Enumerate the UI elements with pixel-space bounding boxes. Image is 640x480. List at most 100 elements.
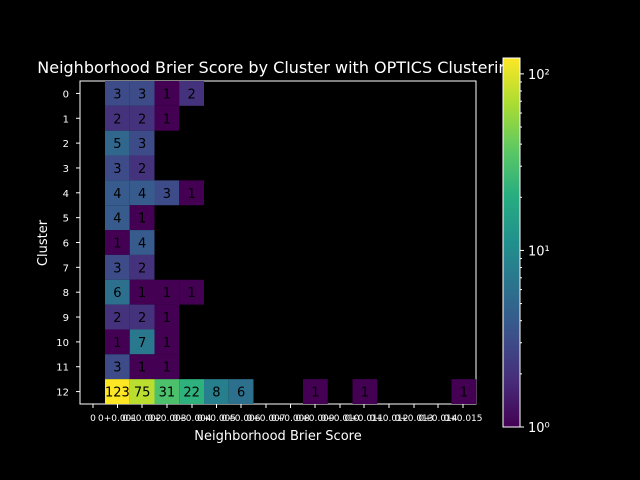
x-axis-ticks: 0 0+0.0010+0.0020+0.0030+0.0040+0.0050+0.… — [90, 404, 483, 424]
cell-value-label: 3 — [138, 87, 146, 102]
x-tick-label: 0+0.001 — [98, 414, 137, 424]
cell-value-label: 1 — [163, 286, 171, 301]
x-tick-label: 0+0.004 — [172, 414, 211, 424]
cell-value-label: 2 — [138, 162, 146, 177]
cell-value-label: 2 — [138, 112, 146, 127]
y-tick-label: 10 — [56, 338, 69, 349]
cell-value-label: 75 — [134, 386, 151, 401]
x-tick-label: 0+0.007 — [246, 414, 285, 424]
heatmap-cell — [154, 105, 180, 131]
cell-value-label: 2 — [138, 261, 146, 276]
cell-value-label: 3 — [163, 187, 171, 202]
x-tick-label: 0+0.008 — [271, 414, 310, 424]
cell-value-label: 1 — [138, 361, 146, 376]
y-tick-label: 12 — [56, 388, 69, 399]
x-tick-label: 0+0.015 — [443, 414, 482, 424]
x-tick-label: 0+0.009 — [295, 414, 334, 424]
cell-value-label: 1 — [163, 336, 171, 351]
heatmap-cell — [154, 329, 180, 355]
heatmap-cell — [154, 279, 180, 305]
heatmap-cell — [154, 180, 180, 206]
heatmap-cell — [154, 81, 180, 106]
heatmap-cell — [105, 279, 130, 305]
heatmap-cell — [352, 379, 378, 404]
x-tick-label: 0+0.011 — [344, 414, 383, 424]
cell-value-label: 22 — [183, 386, 200, 401]
y-tick-label: 5 — [63, 214, 69, 225]
cell-value-label: 1 — [460, 386, 468, 401]
y-tick-label: 9 — [63, 313, 69, 324]
heatmap-cell — [204, 379, 229, 404]
x-tick-label: 0+0.012 — [369, 414, 408, 424]
cell-value-label: 4 — [113, 212, 121, 227]
cell-value-label: 3 — [113, 361, 121, 376]
y-tick-label: 11 — [56, 363, 69, 374]
heatmap-cell — [105, 130, 130, 156]
cell-value-label: 1 — [187, 187, 195, 202]
cell-value-label: 1 — [361, 386, 369, 401]
heatmap-cell — [129, 230, 155, 255]
heatmap-cell — [105, 230, 130, 255]
heatmap-cell — [105, 105, 130, 131]
cell-value-label: 1 — [138, 286, 146, 301]
cell-value-label: 1 — [163, 311, 171, 326]
x-axis-label: Neighborhood Brier Score — [194, 429, 361, 444]
x-tick-label: 0+0.014 — [418, 414, 457, 424]
heatmap-cell — [129, 329, 155, 355]
heatmap-cell — [129, 180, 155, 206]
heatmap-cell — [105, 180, 130, 206]
cell-value-label: 4 — [113, 187, 121, 202]
heatmap-cell — [129, 81, 155, 106]
cell-value-label: 1 — [163, 112, 171, 127]
heatmap-cell — [179, 81, 204, 106]
heatmap-cell — [154, 354, 180, 380]
cell-value-label: 4 — [138, 237, 146, 252]
heatmap-cell — [129, 254, 155, 280]
heatmap-cell — [129, 279, 155, 305]
cell-value-label: 4 — [138, 187, 146, 202]
cell-value-label: 3 — [113, 261, 121, 276]
cell-value-label: 2 — [138, 311, 146, 326]
cell-value-label: 31 — [159, 386, 176, 401]
cell-value-label: 6 — [113, 286, 121, 301]
heatmap-cell — [129, 155, 155, 181]
cell-value-label: 1 — [113, 237, 121, 252]
y-tick-label: 6 — [63, 239, 69, 250]
cell-value-label: 2 — [113, 112, 121, 127]
heatmap-cell — [105, 254, 130, 280]
x-tick-label: 0+0.003 — [147, 414, 186, 424]
heatmap-cell — [129, 205, 155, 231]
y-tick-label: 3 — [63, 164, 69, 175]
x-tick-label: 0+0.006 — [221, 414, 260, 424]
heatmap-cell — [105, 205, 130, 231]
heatmap-cell — [129, 379, 155, 404]
cell-value-label: 1 — [163, 361, 171, 376]
cell-value-label: 1 — [311, 386, 319, 401]
heatmap-cells — [105, 81, 477, 404]
chart-title: Neighborhood Brier Score by Cluster with… — [37, 58, 518, 77]
cell-value-label: 123 — [105, 386, 130, 401]
heatmap-cell — [129, 130, 155, 156]
cell-value-label: 1 — [163, 87, 171, 102]
heatmap-cell — [154, 379, 180, 404]
heatmap-cell — [303, 379, 328, 404]
y-tick-label: 0 — [63, 89, 69, 100]
colorbar-tick-label: 10¹ — [528, 244, 550, 259]
x-tick-label: 0+0.005 — [197, 414, 236, 424]
heatmap-cell — [105, 379, 130, 404]
heatmap-cell — [179, 279, 204, 305]
cell-value-label: 2 — [187, 87, 195, 102]
heatmap-cell — [105, 304, 130, 330]
y-tick-label: 4 — [63, 189, 69, 200]
cell-value-label: 2 — [113, 311, 121, 326]
heatmap-cell — [179, 180, 204, 206]
cell-value-label: 1 — [138, 212, 146, 227]
cell-value-label: 6 — [237, 386, 245, 401]
cell-value-label: 7 — [138, 336, 146, 351]
colorbar — [502, 57, 521, 428]
heatmap-cell — [105, 155, 130, 181]
heatmap-cell — [129, 105, 155, 131]
